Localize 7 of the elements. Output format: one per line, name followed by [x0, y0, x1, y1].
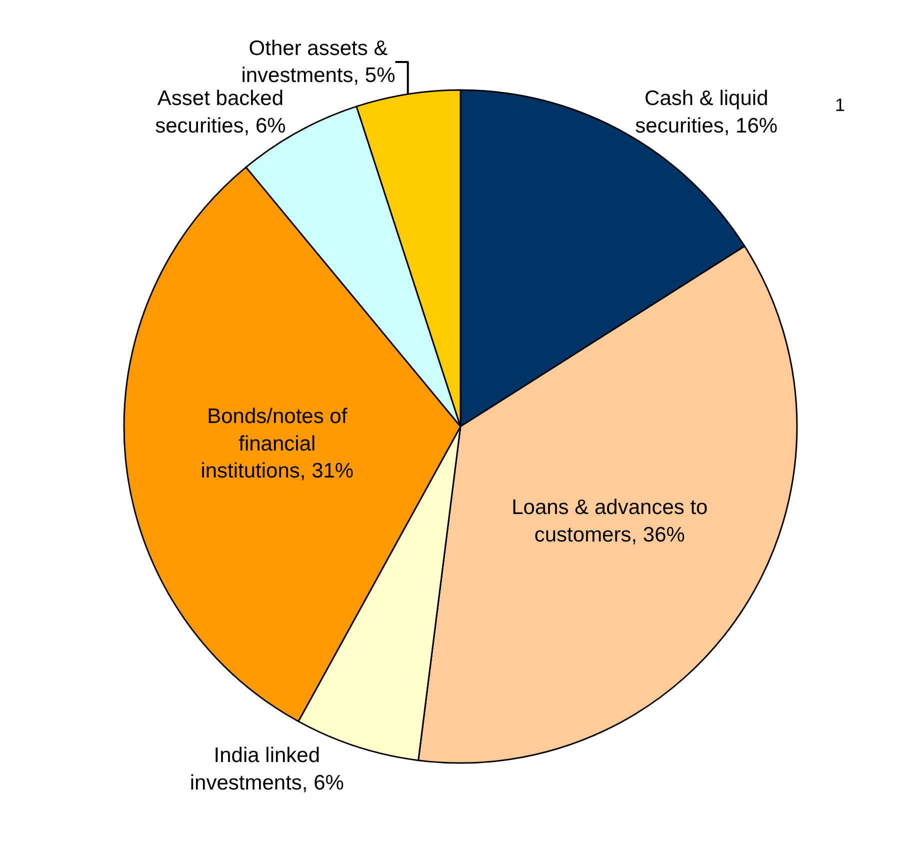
text: 1 — [835, 95, 846, 115]
slice-label: Cash & liquid securities, 16% — [635, 87, 778, 138]
slice-label: Asset backed securities, 6% — [155, 87, 286, 138]
slice-label: India linked investments, 6% — [190, 744, 344, 794]
slice-label: Loans & advances to customers, 36% — [512, 496, 708, 546]
slice-label: Other assets & investments, 5% — [241, 36, 396, 88]
slice-label: Bonds/notes of financial institutions, 31% — [200, 405, 354, 483]
